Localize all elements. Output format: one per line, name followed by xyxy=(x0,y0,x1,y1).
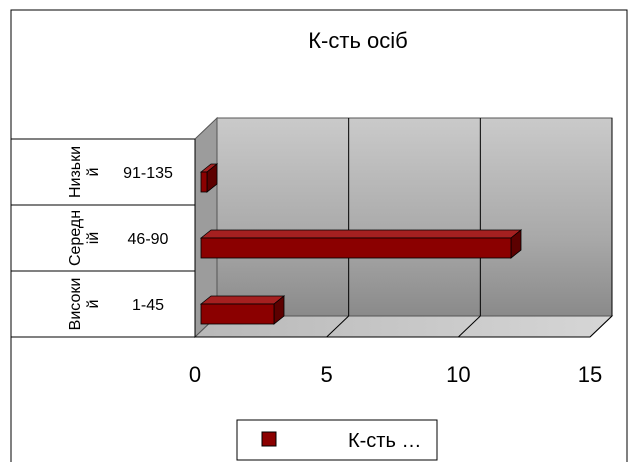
gridline-floor xyxy=(589,315,613,338)
bar-top xyxy=(199,229,523,239)
x-tick-label: 0 xyxy=(189,362,201,387)
category-group-label: Низький xyxy=(67,146,102,198)
category-range-label: 46-90 xyxy=(128,231,169,248)
x-tick-label: 5 xyxy=(321,362,333,387)
gridline-floor xyxy=(326,315,350,338)
category-group-label: Середній xyxy=(67,210,102,266)
category-range-label: 91-135 xyxy=(123,165,173,182)
legend-label: К-сть … xyxy=(348,430,421,452)
category-range-label: 1-45 xyxy=(132,297,164,314)
back-wall xyxy=(216,117,613,317)
bar xyxy=(200,237,512,259)
x-tick-label: 15 xyxy=(578,362,602,387)
gridline-floor xyxy=(457,315,481,338)
category-group-label: Високий xyxy=(67,278,102,331)
bar xyxy=(200,303,275,325)
bar-top xyxy=(199,295,286,305)
chart-title: К-сть осіб xyxy=(308,28,408,53)
bar xyxy=(200,171,208,193)
legend-swatch xyxy=(261,431,277,447)
x-tick-label: 10 xyxy=(446,362,470,387)
